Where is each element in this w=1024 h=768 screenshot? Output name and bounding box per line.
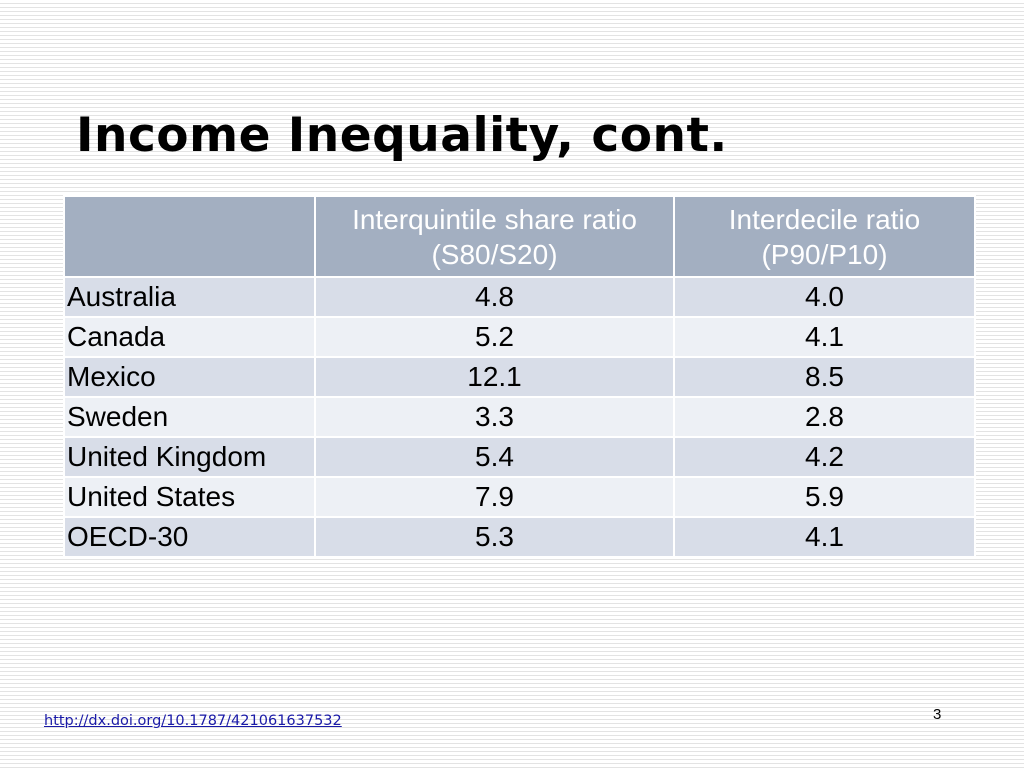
header-interdecile-sublabel: (P90/P10) — [761, 238, 888, 270]
s80-s20-cell: 5.3 — [314, 516, 675, 558]
p90-p10-cell: 5.9 — [673, 476, 976, 518]
country-cell: United Kingdom — [63, 436, 316, 478]
table-row: Canada 5.2 4.1 — [63, 316, 976, 358]
s80-s20-cell: 3.3 — [314, 396, 675, 438]
country-cell: Australia — [63, 276, 316, 318]
table-row: United States 7.9 5.9 — [63, 476, 976, 518]
country-cell: OECD-30 — [63, 516, 316, 558]
country-cell: Sweden — [63, 396, 316, 438]
table-header-row: Interquintile share ratio (S80/S20) Inte… — [63, 195, 976, 278]
slide-title: Income Inequality, cont. — [76, 108, 728, 163]
s80-s20-cell: 4.8 — [314, 276, 675, 318]
s80-s20-cell: 7.9 — [314, 476, 675, 518]
table-row: Australia 4.8 4.0 — [63, 276, 976, 318]
header-country — [63, 195, 316, 278]
header-interdecile-ratio: Interdecile ratio (P90/P10) — [673, 195, 976, 278]
header-interquintile-label: Interquintile share ratio — [352, 203, 637, 235]
table-row: United Kingdom 5.4 4.2 — [63, 436, 976, 478]
source-link[interactable]: http://dx.doi.org/10.1787/421061637532 — [44, 713, 342, 729]
header-interdecile-label: Interdecile ratio — [728, 203, 921, 235]
p90-p10-cell: 4.2 — [673, 436, 976, 478]
p90-p10-cell: 4.1 — [673, 516, 976, 558]
s80-s20-cell: 5.4 — [314, 436, 675, 478]
country-cell: Mexico — [63, 356, 316, 398]
p90-p10-cell: 4.1 — [673, 316, 976, 358]
table-row: Sweden 3.3 2.8 — [63, 396, 976, 438]
s80-s20-cell: 12.1 — [314, 356, 675, 398]
table-row: OECD-30 5.3 4.1 — [63, 516, 976, 558]
p90-p10-cell: 4.0 — [673, 276, 976, 318]
p90-p10-cell: 8.5 — [673, 356, 976, 398]
country-cell: Canada — [63, 316, 316, 358]
s80-s20-cell: 5.2 — [314, 316, 675, 358]
header-interquintile-ratio: Interquintile share ratio (S80/S20) — [314, 195, 675, 278]
page-number: 3 — [933, 706, 942, 723]
country-cell: United States — [63, 476, 316, 518]
inequality-table: Interquintile share ratio (S80/S20) Inte… — [63, 195, 976, 558]
table-row: Mexico 12.1 8.5 — [63, 356, 976, 398]
header-interquintile-sublabel: (S80/S20) — [431, 238, 558, 270]
p90-p10-cell: 2.8 — [673, 396, 976, 438]
